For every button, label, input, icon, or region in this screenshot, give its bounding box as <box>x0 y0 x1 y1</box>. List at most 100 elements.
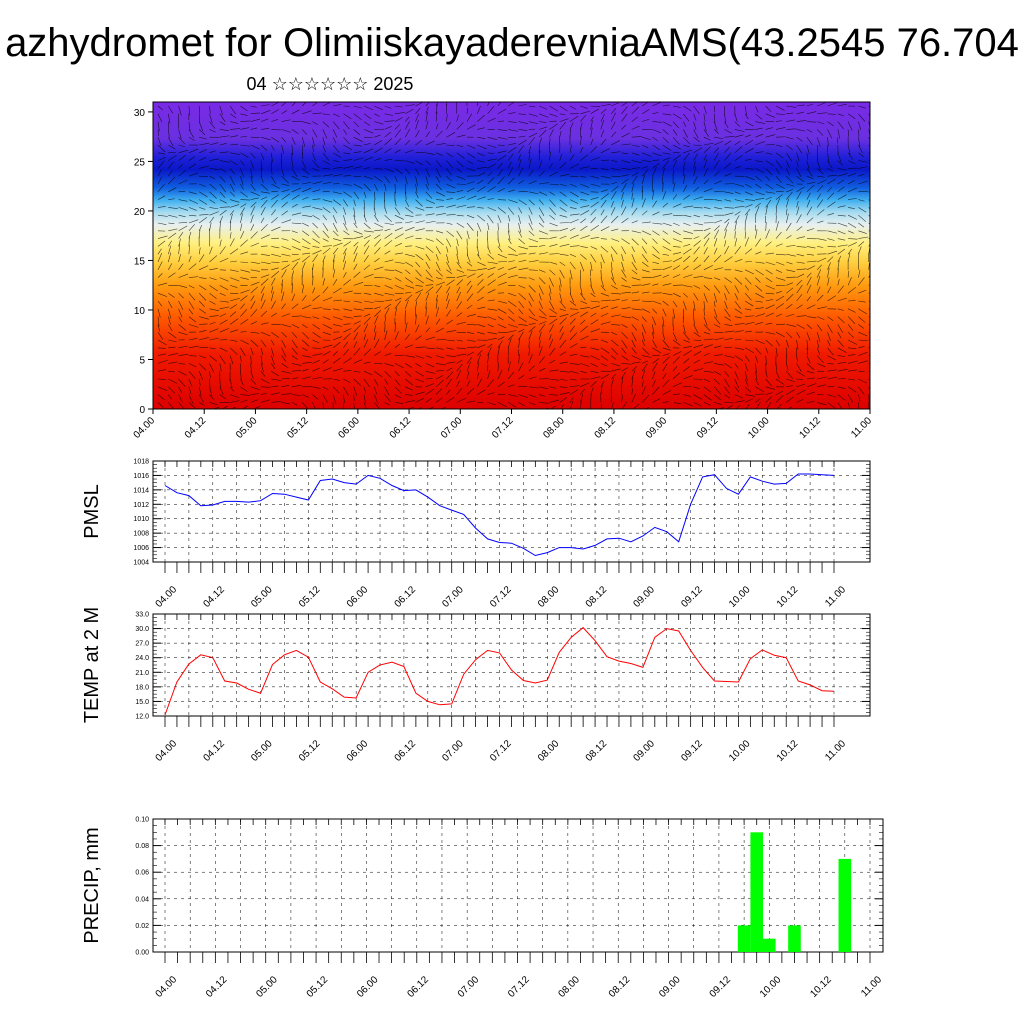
wind-vector <box>652 159 660 161</box>
wind-vector <box>734 355 743 362</box>
wind-vector <box>518 308 524 315</box>
wind-vector <box>600 355 609 361</box>
wind-vector <box>333 160 340 162</box>
wind-vector <box>209 142 219 146</box>
wind-vector <box>199 337 209 341</box>
wind-vector <box>734 347 745 350</box>
y-tick-label: 27.0 <box>135 641 149 648</box>
wind-vector <box>209 378 211 388</box>
wind-vector <box>652 253 660 260</box>
wind-vector <box>734 300 741 310</box>
wind-vector <box>229 311 237 317</box>
wind-vector <box>497 154 507 161</box>
wind-vector <box>497 363 499 372</box>
wind-vector <box>724 394 730 399</box>
wind-vector <box>435 261 441 271</box>
wind-vector <box>240 183 244 190</box>
wind-vector <box>847 386 857 393</box>
wind-vector <box>632 403 640 409</box>
wind-vector <box>600 305 609 310</box>
wind-vector <box>817 102 826 107</box>
wind-vector <box>384 370 392 378</box>
wind-vector <box>693 222 704 226</box>
wind-vector <box>580 166 590 169</box>
wind-vector <box>436 339 447 341</box>
wind-vector <box>477 186 486 193</box>
wind-vector <box>672 246 681 248</box>
wind-vector <box>611 331 618 336</box>
wind-vector <box>291 384 302 388</box>
wind-vector <box>569 293 575 303</box>
wind-vector <box>168 252 172 263</box>
wind-vector <box>713 229 720 239</box>
wind-vector <box>291 347 298 355</box>
wind-vector <box>858 378 867 384</box>
wind-vector <box>209 168 219 170</box>
wind-vector <box>569 191 579 198</box>
wind-vector <box>703 402 711 406</box>
wind-vector <box>538 331 542 341</box>
wind-vector <box>446 230 455 237</box>
wind-vector <box>610 261 613 271</box>
wind-vector <box>374 370 383 378</box>
wind-vector <box>786 189 794 193</box>
wind-vector <box>219 363 222 372</box>
wind-vector <box>569 300 577 306</box>
wind-vector <box>240 331 247 333</box>
wind-vector <box>518 331 524 341</box>
wind-vector <box>456 353 467 356</box>
wind-vector <box>209 285 218 292</box>
wind-vector <box>260 399 271 403</box>
wind-vector <box>250 231 258 239</box>
wind-vector <box>631 197 635 208</box>
wind-vector <box>734 215 740 224</box>
wind-vector <box>549 244 558 247</box>
wind-vector <box>683 205 694 208</box>
wind-vector <box>683 161 686 169</box>
wind-vector <box>847 324 854 331</box>
wind-vector <box>178 363 186 365</box>
wind-vector <box>394 370 400 377</box>
wind-vector <box>858 316 866 323</box>
wind-vector <box>652 189 655 200</box>
wind-vector <box>744 213 748 224</box>
wind-vector <box>528 215 533 225</box>
wind-vector <box>786 389 795 395</box>
wind-vector <box>497 281 507 286</box>
wind-vector <box>858 346 865 349</box>
wind-vector <box>724 330 735 333</box>
wind-vector <box>786 144 794 151</box>
wind-vector <box>796 152 800 162</box>
wind-vector <box>456 398 466 403</box>
wind-vector <box>456 160 464 168</box>
wind-vector <box>209 150 216 154</box>
wind-vector <box>569 219 579 224</box>
wind-vector <box>549 277 554 287</box>
wind-vector <box>333 368 343 372</box>
wind-vector <box>260 206 266 216</box>
wind-vector <box>188 255 192 263</box>
wind-vector <box>580 218 587 224</box>
wind-vector <box>507 308 515 315</box>
wind-vector <box>487 117 496 122</box>
wind-vector <box>353 183 363 189</box>
wind-vector <box>580 183 590 188</box>
wind-vector <box>291 293 296 302</box>
wind-vector <box>641 254 649 263</box>
wind-vector <box>796 268 807 271</box>
wind-vector <box>425 306 427 317</box>
wind-vector <box>529 410 539 412</box>
wind-vector <box>786 183 795 187</box>
wind-vector <box>425 388 435 395</box>
wind-vector <box>281 210 288 216</box>
wind-vector <box>271 190 278 193</box>
wind-vector <box>456 261 462 269</box>
wind-vector <box>343 386 349 396</box>
wind-vector <box>744 363 749 372</box>
wind-vector <box>765 304 775 310</box>
wind-vector <box>188 300 195 310</box>
wind-vector <box>343 136 350 145</box>
wind-vector <box>229 248 239 255</box>
wind-vector <box>672 222 680 226</box>
wind-vector <box>662 353 670 356</box>
